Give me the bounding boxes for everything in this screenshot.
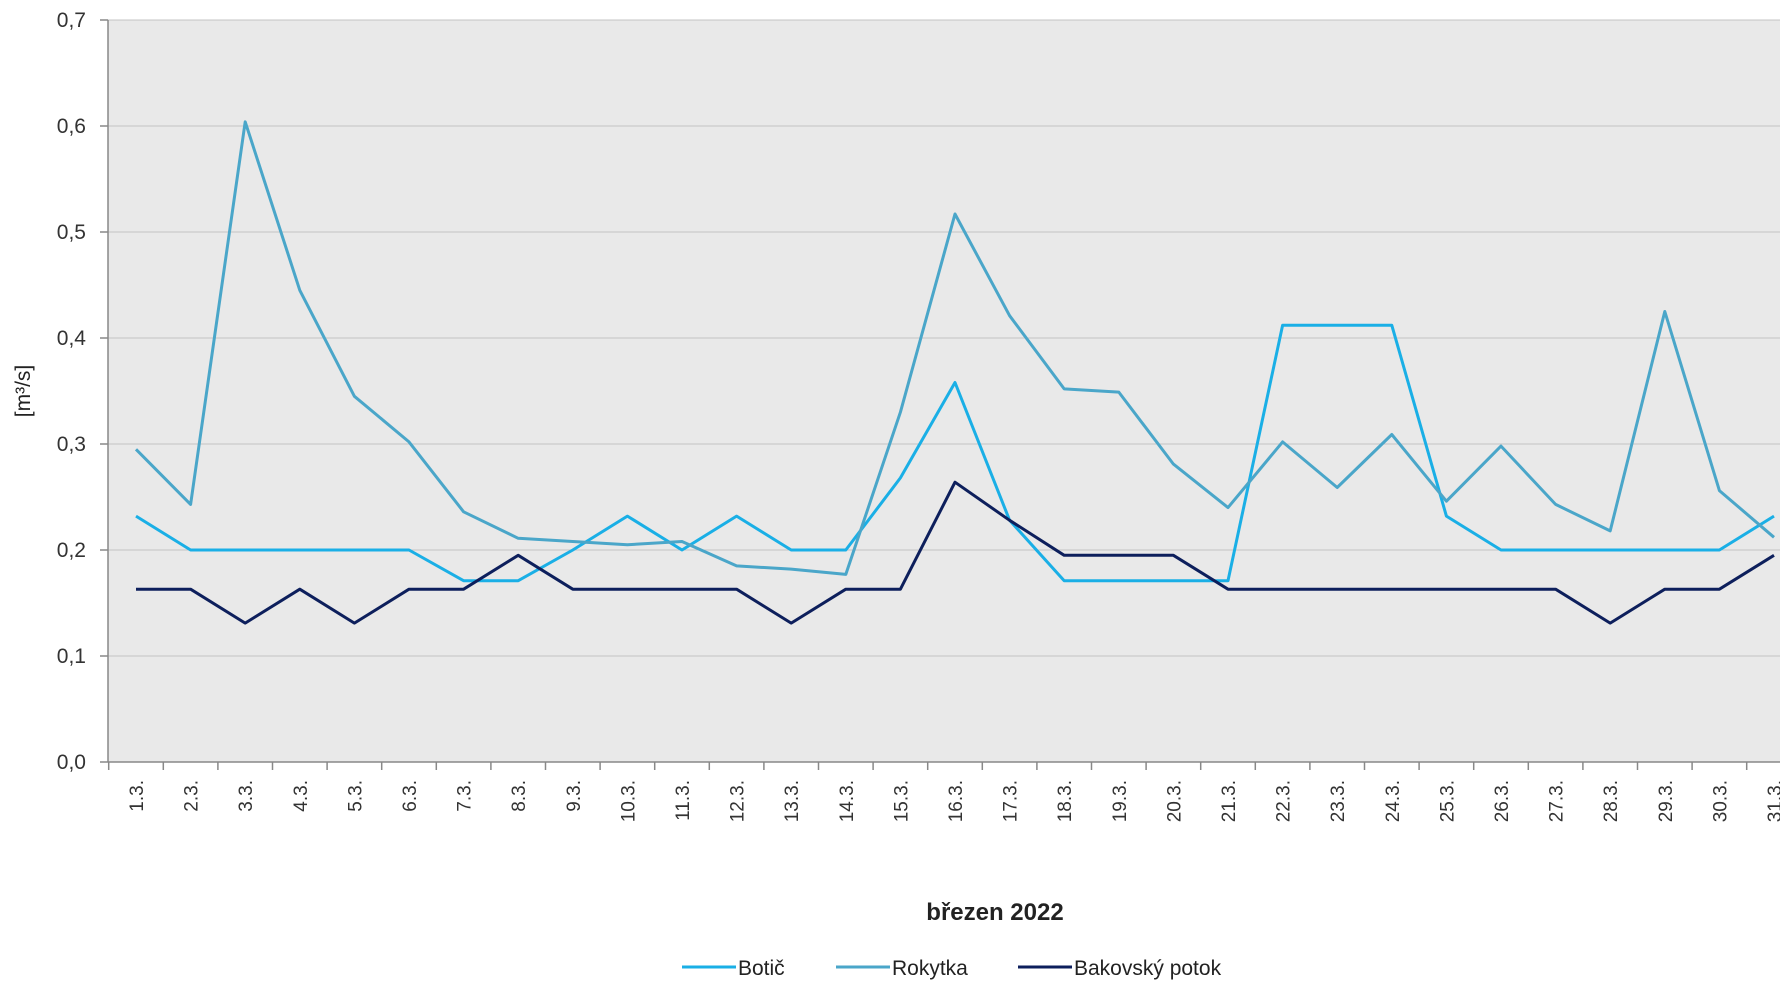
x-tick-label: 31.3. [1765, 780, 1780, 822]
x-axis-ticks: 1.3. 2.3. 3.3. 4.3. 5.3. 6.3. 7.3. 8.3. 9.3. 10.3… [107, 762, 1780, 822]
y-tick-label: 0,0 [57, 751, 86, 774]
x-tick-label: 26.3. [1492, 780, 1513, 822]
x-tick-label: 4.3. [291, 780, 312, 812]
legend: Botič Rokytka Bakovský potok [682, 957, 1222, 980]
series-lines [134, 120, 1775, 625]
x-tick-label: 6.3. [400, 780, 421, 812]
x-tick-label: 22.3. [1274, 780, 1295, 822]
y-tick-label: 0,2 [57, 539, 86, 562]
x-tick-label: 29.3. [1656, 780, 1677, 822]
x-tick-label: 3.3. [236, 780, 257, 812]
x-tick-label: 5.3. [345, 780, 366, 812]
series-line-bakovsky-potok [136, 480, 1775, 625]
x-tick-label: 18.3. [1055, 780, 1076, 822]
x-tick-label: 15.3. [891, 780, 912, 822]
series-line-rokytka [134, 120, 1775, 576]
y-tick-label: 0,6 [57, 115, 86, 138]
x-tick-label: 21.3. [1219, 780, 1240, 822]
y-tick-label: 0,5 [57, 221, 86, 244]
x-tick-label: 7.3. [455, 780, 476, 812]
x-tick-label: 14.3. [837, 780, 858, 822]
legend-label-rokytka: Rokytka [892, 957, 968, 980]
x-tick-label: 12.3. [728, 780, 749, 822]
x-tick-label: 9.3. [564, 780, 585, 812]
y-axis-title: [m³/s] [12, 365, 35, 418]
x-tick-label: 30.3. [1710, 780, 1731, 822]
y-tick-label: 0,1 [57, 645, 86, 668]
x-tick-label: 11.3. [673, 780, 694, 821]
x-tick-label: 25.3. [1437, 780, 1458, 822]
x-tick-label: 27.3. [1547, 780, 1568, 822]
x-tick-label: 13.3. [782, 780, 803, 822]
legend-label-botic: Botič [738, 957, 785, 980]
x-tick-label: 2.3. [182, 780, 203, 812]
y-tick-label: 0,3 [57, 433, 86, 456]
x-tick-label: 20.3. [1164, 780, 1185, 822]
y-axis-ticks: 0,0 0,1 0,2 0,3 0,4 0,5 0,6 0,7 [57, 9, 108, 774]
y-tick-label: 0,4 [57, 327, 87, 350]
x-tick-label: 16.3. [946, 780, 967, 822]
legend-label-bakovsky-potok: Bakovský potok [1074, 957, 1222, 980]
x-tick-label: 17.3. [1001, 780, 1022, 822]
x-tick-label: 24.3. [1383, 780, 1404, 822]
x-axis-title: březen 2022 [926, 899, 1063, 926]
x-tick-label: 28.3. [1601, 780, 1622, 822]
x-tick-label: 1.3. [127, 780, 148, 812]
y-tick-label: 0,7 [57, 9, 86, 32]
x-tick-label: 8.3. [509, 780, 530, 812]
x-tick-label: 19.3. [1110, 780, 1131, 822]
x-tick-label: 23.3. [1328, 780, 1349, 822]
x-tick-label: 10.3. [618, 780, 639, 822]
series-line-botic [135, 323, 1775, 583]
plot-area [108, 20, 1780, 762]
